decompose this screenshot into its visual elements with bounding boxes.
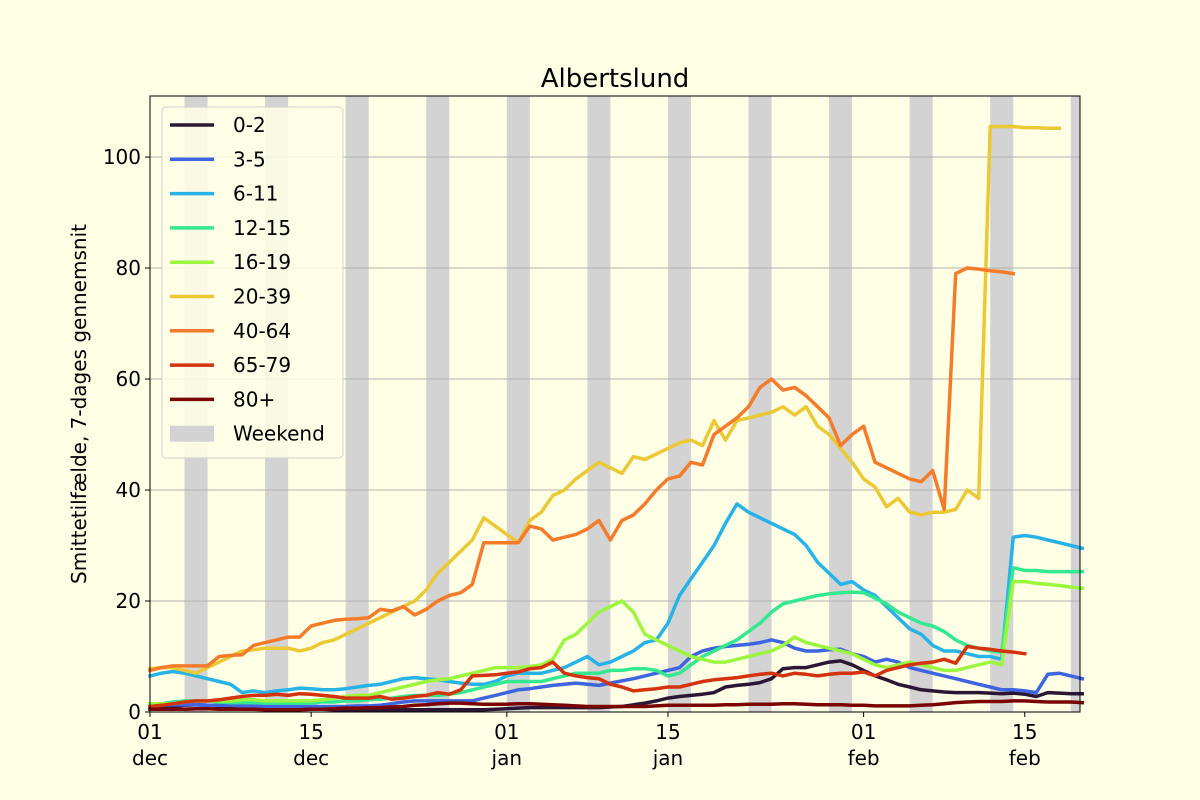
series-line-6-11 [147,502,1085,695]
y-axis-label: Smittetilfælde, 7-dages gennemsnit [67,224,91,584]
plot-frame [149,95,1081,713]
y-tick-label: 20 [116,589,141,613]
y-tick-label: 80 [116,256,141,280]
x-tick-label-day: 01 [137,720,162,744]
series-line-3-5 [148,638,1085,709]
series-line-80+ [148,699,1085,712]
weekend-band [829,96,853,712]
x-tick-label-month: feb [1009,746,1041,770]
weekend-band [506,96,530,712]
y-tick-label: 0 [128,700,141,724]
weekend-band [1070,96,1080,712]
x-tick-label-day: 15 [655,720,680,744]
legend-label: 12-15 [233,216,291,240]
weekend-band [345,96,369,712]
legend-label: 16-19 [233,250,291,274]
series-line-16-19 [148,579,1085,706]
weekend-band [426,96,450,712]
legend-label: 65-79 [233,353,291,377]
chart-title: Albertslund [541,64,690,94]
x-tick-label-month: jan [652,746,684,770]
x-tick-label-month: jan [491,746,523,770]
legend-label: 0-2 [233,113,266,137]
y-axis: 0 20 40 60 80 100 [103,145,150,724]
series-line-40-64 [147,266,1016,673]
legend-swatch [170,425,214,442]
legend-label: 20-39 [233,285,291,309]
y-tick-label: 100 [103,145,141,169]
series-line-12-15 [148,565,1085,708]
weekend-band [748,96,772,712]
x-tick-label-month: feb [848,746,880,770]
weekend-bands [184,96,1080,712]
legend: 0-2 3-5 6-11 12-15 16-19 20-39 40-64 65-79 80+ We… [161,106,344,459]
x-tick-label-day: 01 [851,720,876,744]
weekend-band [909,96,933,712]
weekend-band [990,96,1014,712]
series-line-20-39 [148,124,1062,675]
x-tick-label-day: 15 [1012,720,1037,744]
weekend-band [667,96,691,712]
legend-label: 3-5 [233,147,266,171]
x-tick-label-month: dec [132,746,168,770]
x-tick-label-day: 01 [494,720,519,744]
series-line-65-79 [148,644,1027,709]
legend-label: 6-11 [233,182,278,206]
legend-label: 80+ [233,387,275,411]
series-lines [147,124,1085,712]
x-tick-label-day: 15 [298,720,323,744]
legend-label: Weekend [233,422,325,446]
y-tick-label: 40 [116,478,141,502]
x-tick-label-month: dec [293,746,329,770]
y-tick-label: 60 [116,367,141,391]
weekend-band [587,96,611,712]
legend-label: 40-64 [233,319,291,343]
